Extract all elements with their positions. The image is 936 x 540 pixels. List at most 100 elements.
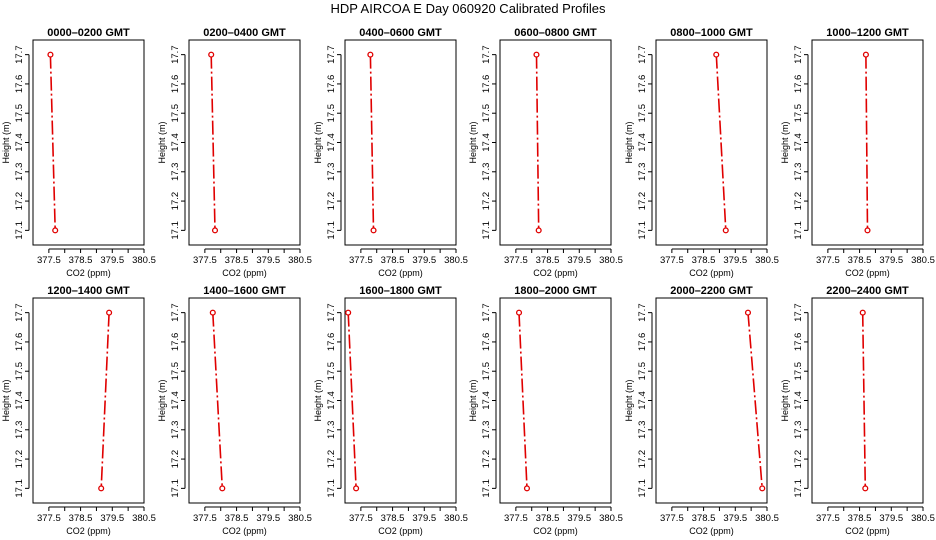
panel-10-x-label: CO2 (ppm) [533,526,578,536]
panel-7-profile-line [100,312,110,489]
panel-1-x-label: CO2 (ppm) [66,268,111,278]
panel-3-y-tick-label: 17.3 [326,163,337,182]
panel-2-x-tick-label: 377.5 [193,255,217,266]
panel-4-y-tick-label: 17.5 [481,104,492,123]
panel-7-y-tick-label: 17.4 [14,391,25,410]
panel-4-y-label: Height (m) [468,121,478,163]
panel-5-profile-point [713,51,720,58]
panel-3-x-tick-label: 377.5 [349,255,373,266]
panel-5-profile-point [722,227,729,234]
panel-5-y-tick-label: 17.4 [637,133,648,152]
panel-11-x-tick-label: 377.5 [660,513,684,524]
panel-5-y-tick-label: 17.1 [637,221,648,240]
panel-9-y-tick-label: 17.1 [326,479,337,498]
panel-4-y-tick-label: 17.6 [481,75,492,94]
panel-8: 1400–1600 GMT 377.5 378.5 379.5 380.5 CO2 (pp… [157,285,312,536]
panel-3-y-tick-label: 17.1 [326,221,337,240]
panel-11: 2000–2200 GMT 377.5 378.5 379.5 380.5 CO2 (pp… [624,285,779,536]
panel-9-y-tick-label: 17.2 [326,450,337,469]
panel-12-profile-line [861,312,867,489]
panel-6-x-tick-label: 379.5 [879,255,903,266]
panel-2-y-tick-label: 17.7 [170,45,181,64]
panel-11-profile-line [747,312,763,489]
panel-10-profile-point [523,485,531,492]
panel-8-y-tick-label: 17.6 [170,333,181,352]
panel-10-frame [499,297,612,504]
panel-7-title: 1200–1400 GMT [47,285,130,297]
panel-11-y-tick-label: 17.3 [637,421,648,440]
panel-1-y-tick-label: 17.4 [14,133,25,152]
panel-8-x-label: CO2 (ppm) [222,526,267,536]
panel-1-y-tick-label: 17.3 [14,163,25,182]
panel-12-profile-point [859,309,866,316]
panel-2-frame [188,39,301,246]
panel-6-profile-point [864,227,871,234]
panel-7-y-tick-label: 17.3 [14,421,25,440]
panel-8-title: 1400–1600 GMT [203,285,286,297]
panel-2: 0200–0400 GMT 377.5 378.5 379.5 380.5 CO2 (pp… [157,27,312,278]
panel-12-y-tick-label: 17.3 [793,421,804,440]
panel-8-x-tick-label: 377.5 [193,513,217,524]
panel-4-profile-line [535,54,540,231]
panel-9-profile-point [353,485,360,492]
panel-4-frame [499,39,612,246]
panel-11-x-label: CO2 (ppm) [689,526,734,536]
panel-10-x-tick-label: 378.5 [536,513,560,524]
panel-3: 0400–0600 GMT 377.5 378.5 379.5 380.5 CO2 (pp… [313,27,468,278]
panel-1-y-tick-label: 17.5 [14,104,25,123]
panel-6-x-tick-label: 380.5 [911,255,935,266]
panel-7-x-tick-label: 379.5 [100,513,124,524]
panel-2-y-tick-label: 17.6 [170,75,181,94]
panel-2-profile-point [211,227,219,234]
panel-10-profile-line [518,312,528,489]
panel-5-x-tick-label: 377.5 [660,255,684,266]
panel-6-x-label: CO2 (ppm) [845,268,890,278]
panel-12-y-tick-label: 17.5 [793,362,804,381]
panel-1-y-tick-label: 17.7 [14,45,25,64]
panel-5-y-label: Height (m) [624,121,634,163]
panel-1-x-tick-label: 378.5 [69,255,93,266]
panel-11-x-tick-label: 379.5 [723,513,747,524]
panel-4-y-tick-label: 17.7 [481,45,492,64]
panel-1-title: 0000–0200 GMT [47,27,130,39]
panel-6-y-tick-label: 17.4 [793,133,804,152]
panel-12-title: 2200–2400 GMT [826,285,909,297]
panel-2-y-tick-label: 17.5 [170,104,181,123]
panel-8-y-tick-label: 17.5 [170,362,181,381]
panel-9-x-label: CO2 (ppm) [378,526,423,536]
panel-7-x-label: CO2 (ppm) [66,526,111,536]
panel-9-title: 1600–1800 GMT [359,285,442,297]
panel-5-profile-line [715,54,727,231]
panel-11-frame [655,297,768,504]
panel-5: 0800–1000 GMT 377.5 378.5 379.5 380.5 CO2 (pp… [624,27,779,278]
panel-2-y-tick-label: 17.2 [170,192,181,211]
panel-3-x-label: CO2 (ppm) [378,268,423,278]
panel-10: 1800–2000 GMT 377.5 378.5 379.5 380.5 CO2 (pp… [468,285,623,536]
panel-4-x-tick-label: 380.5 [599,255,623,266]
panel-2-profile-point [208,51,215,58]
panel-4-x-label: CO2 (ppm) [533,268,578,278]
panel-11-profile-point [759,485,766,492]
panel-11-y-tick-label: 17.7 [637,303,648,322]
figure-title: HDP AIRCOA E Day 060920 Calibrated Profi… [330,1,606,16]
panel-4-x-tick-label: 377.5 [504,255,528,266]
panel-1-y-tick-label: 17.2 [14,192,25,211]
panel-3-profile-point [370,227,377,234]
panel-7-x-tick-label: 380.5 [132,513,156,524]
panel-3-y-tick-label: 17.5 [326,104,337,123]
panel-12-x-tick-label: 378.5 [848,513,872,524]
panel-8-frame [188,297,301,504]
panel-7-x-tick-label: 378.5 [69,513,93,524]
panel-4-profile-point [535,227,542,234]
panel-7-y-tick-label: 17.1 [14,479,25,498]
panel-4-x-tick-label: 379.5 [567,255,591,266]
panel-4-profile-point [533,51,540,58]
panel-3-y-tick-label: 17.6 [326,75,337,94]
panel-9-x-tick-label: 379.5 [412,513,436,524]
panel-12: 2200–2400 GMT 377.5 378.5 379.5 380.5 CO2 (pp… [780,285,935,536]
panel-6-profile-line [865,54,869,231]
panel-9-profile-point [345,309,352,316]
panel-10-y-tick-label: 17.2 [481,450,492,469]
panel-1-x-tick-label: 377.5 [37,255,61,266]
